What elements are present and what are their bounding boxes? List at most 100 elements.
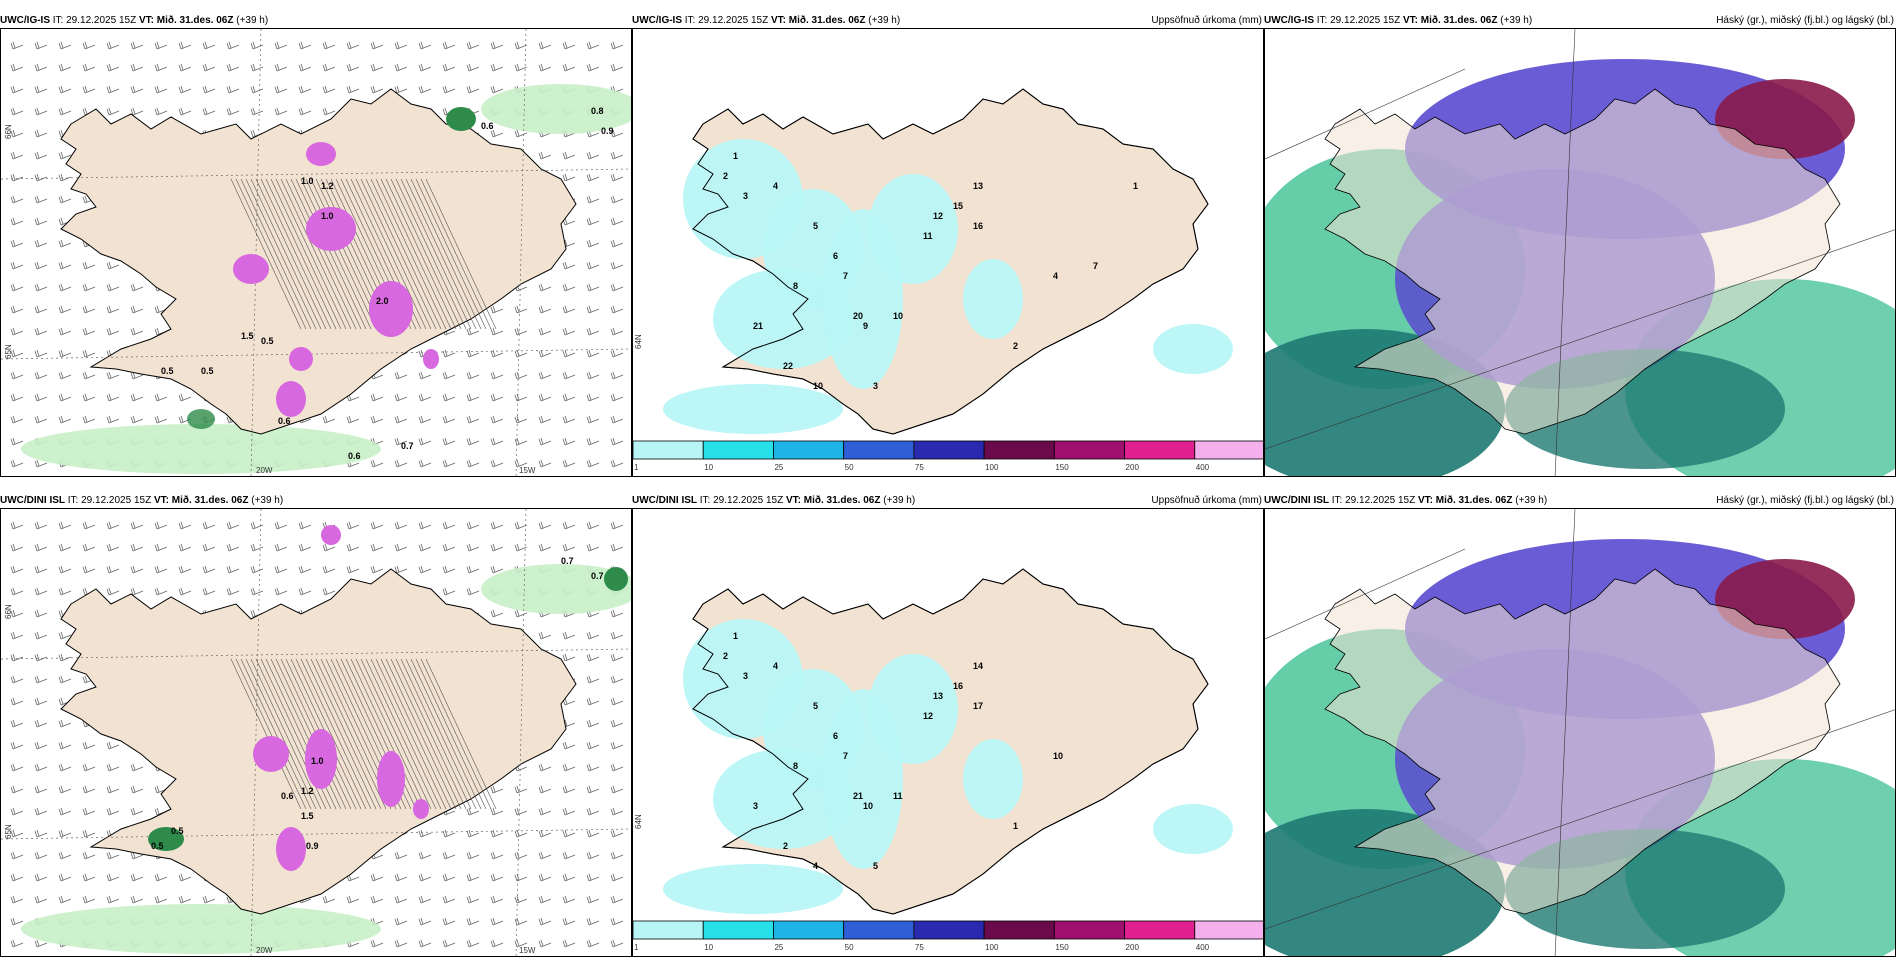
wind-barb xyxy=(610,873,624,882)
map-frame[interactable] xyxy=(1264,508,1896,957)
wind-barb xyxy=(10,785,24,794)
wind-barb xyxy=(442,415,456,424)
wind-barb xyxy=(34,609,48,618)
wind-barb xyxy=(538,63,552,72)
precip-value-label: 1.0 xyxy=(301,176,314,186)
colorbar-tick-label: 100 xyxy=(985,463,999,472)
wind-barb xyxy=(58,763,72,772)
wind-barb xyxy=(538,349,552,358)
wind-barb xyxy=(562,173,576,182)
map-frame[interactable]: 1 2 3 4 5 6 7 8 10 11 12 13 14 16 17 21 3 2 4 5 1 10 64N 1 10 25 5… xyxy=(632,508,1264,957)
wind-barb xyxy=(34,829,48,838)
wind-barb xyxy=(106,371,120,380)
wind-barb xyxy=(82,283,96,292)
wind-barb xyxy=(322,107,336,116)
wind-barb xyxy=(418,851,432,860)
wind-barb xyxy=(58,719,72,728)
accum-value-label: 12 xyxy=(923,711,933,721)
colorbar-tick-label: 1 xyxy=(634,463,639,472)
wind-barb xyxy=(370,873,384,882)
wind-barb xyxy=(514,41,528,50)
wind-barb xyxy=(154,543,168,552)
wind-barb xyxy=(34,261,48,270)
map-frame[interactable]: 0.5 0.5 0.7 0.7 0.6 1.0 1.2 1.5 0.9 20W 15W 65N 66N xyxy=(0,508,632,957)
wind-barb xyxy=(82,521,96,530)
wind-barb xyxy=(82,349,96,358)
wind-barb xyxy=(82,371,96,380)
wind-barb xyxy=(418,521,432,530)
wind-barb xyxy=(58,107,72,116)
accum-value-label: 3 xyxy=(873,381,878,391)
precip-area-dark xyxy=(187,409,215,429)
wind-barb xyxy=(562,807,576,816)
colorbar-segment xyxy=(913,920,985,940)
wind-barb xyxy=(514,327,528,336)
wind-barb xyxy=(130,63,144,72)
map-frame[interactable] xyxy=(1264,28,1896,477)
wind-barb xyxy=(562,917,576,926)
wind-barb xyxy=(202,565,216,574)
wind-barb xyxy=(154,895,168,904)
frame-lines xyxy=(1265,29,1895,476)
accum-value-label: 5 xyxy=(813,221,818,231)
colorbar: 1 10 25 50 75 100 150 200 400 xyxy=(633,920,1263,952)
wind-barb xyxy=(610,195,624,204)
wind-barb xyxy=(130,393,144,402)
wind-barb xyxy=(562,873,576,882)
wind-barb xyxy=(610,719,624,728)
wind-barb xyxy=(586,371,600,380)
wind-barb xyxy=(58,543,72,552)
wind-barb xyxy=(10,195,24,204)
wind-barb xyxy=(538,543,552,552)
wind-barb xyxy=(10,327,24,336)
accum-precip-area xyxy=(663,864,843,914)
wind-barb xyxy=(106,521,120,530)
wind-barb xyxy=(418,459,432,468)
precip-area-light xyxy=(21,904,381,954)
wind-barb xyxy=(130,785,144,794)
wind-barb xyxy=(274,107,288,116)
precip-value-label: 1.5 xyxy=(301,811,314,821)
wind-barb xyxy=(58,587,72,596)
wind-barb xyxy=(466,939,480,948)
wind-barb xyxy=(322,565,336,574)
map-frame[interactable]: 1 2 3 4 5 6 7 8 9 10 11 12 13 15 16 20 21 22 10 3 2 4 7 1 64N 1 10… xyxy=(632,28,1264,477)
accum-value-label: 3 xyxy=(743,191,748,201)
wind-barb xyxy=(370,543,384,552)
wind-barb xyxy=(10,261,24,270)
wind-barb xyxy=(586,807,600,816)
graticule xyxy=(1,509,631,956)
colorbar-tick-label: 10 xyxy=(704,943,713,952)
wind-barb xyxy=(82,763,96,772)
wind-barb xyxy=(562,829,576,838)
wind-barb xyxy=(490,609,504,618)
wind-barb xyxy=(10,151,24,160)
wind-barb xyxy=(442,939,456,948)
axis-label-65n: 65N xyxy=(4,824,13,839)
wind-barb xyxy=(130,41,144,50)
axis-label-64n: 64N xyxy=(634,814,643,829)
wind-barb xyxy=(274,41,288,50)
cloud-high-dense xyxy=(1715,559,1855,639)
wind-barb xyxy=(490,895,504,904)
wind-barb xyxy=(274,521,288,530)
wind-barb xyxy=(178,41,192,50)
accum-value-label: 10 xyxy=(813,381,823,391)
accum-precip-area xyxy=(963,739,1023,819)
wind-barb xyxy=(490,129,504,138)
wind-barb xyxy=(610,807,624,816)
wind-barb xyxy=(370,63,384,72)
wind-barb xyxy=(586,785,600,794)
wind-barb xyxy=(610,393,624,402)
wind-barb xyxy=(418,41,432,50)
wind-barb xyxy=(586,917,600,926)
accum-value-label: 3 xyxy=(743,671,748,681)
map-frame[interactable]: 0.5 0.5 0.6 0.6 0.7 0.8 0.9 0.6 1.0 1.2 1.0 2.0 0.5 1… xyxy=(0,28,632,477)
wind-barb xyxy=(418,565,432,574)
wind-barb xyxy=(466,807,480,816)
precip-value-label: 1.5 xyxy=(241,331,254,341)
wind-barb xyxy=(82,327,96,336)
wind-barb xyxy=(130,283,144,292)
wind-barb xyxy=(298,85,312,94)
wind-barb xyxy=(178,895,192,904)
